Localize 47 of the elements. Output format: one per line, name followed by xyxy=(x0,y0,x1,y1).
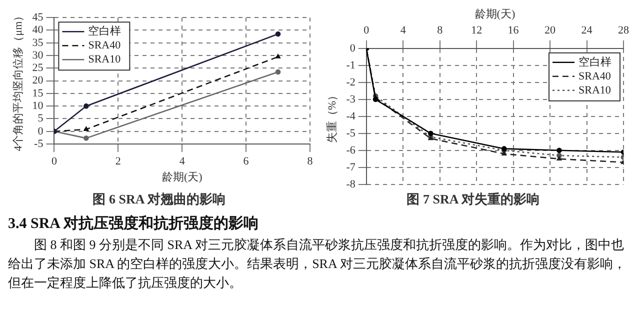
x-tick-label: 8 xyxy=(307,155,314,168)
x-tick-label: 4 xyxy=(400,24,406,37)
legend-label: SRA40 xyxy=(88,39,122,52)
y-tick-label: 0 xyxy=(350,42,356,54)
y-tick-label: 10 xyxy=(32,100,44,112)
x-tick-label: 4 xyxy=(179,155,186,168)
text: 图 6 SRA 对翘曲的影响 xyxy=(92,192,226,207)
y-tick-label: 5 xyxy=(38,112,44,125)
legend-label: 空白样 xyxy=(578,55,612,68)
y-tick-label: -3 xyxy=(346,93,356,106)
x-tick-label: 0 xyxy=(51,155,58,168)
y-tick-label: -7 xyxy=(346,161,356,174)
x-tick-label: 28 xyxy=(618,24,630,37)
y-tick-label: -1 xyxy=(346,59,356,72)
y-axis-title: 失重（%） xyxy=(325,90,338,143)
caption: 图 8 和图 9 分别是不同 SRA 对三元胶凝体系自流平砂浆抗压强度和抗折强度的影响。作为对比，图中也给出了未添加 SRA 的空白样的强度大小。结果表明，SRA 对三元胶凝体系自流平砂浆的抗折强度没有影响，但在一定程度上降低了抗压强度的大小。 xyxy=(8,236,627,292)
x-tick-label: 16 xyxy=(508,24,520,37)
x-tick-label: 0 xyxy=(364,24,370,37)
y-axis-title: 4个角的平均竖向位移（μm） xyxy=(12,10,24,152)
x-tick-label: 12 xyxy=(471,24,482,37)
y-tick-label: -6 xyxy=(346,144,356,156)
y-tick-label: -4 xyxy=(346,110,356,122)
text: 图 7 SRA 对失重的影响 xyxy=(406,192,540,207)
legend-label: 空白样 xyxy=(88,24,122,38)
legend-label: SRA40 xyxy=(578,70,612,82)
x-axis-title: 龄期(天) xyxy=(162,172,203,184)
x-axis-title: 龄期(天) xyxy=(474,8,516,20)
y-tick-label: -5 xyxy=(346,127,356,140)
x-tick-label: 20 xyxy=(544,24,556,37)
y-tick-label: 45 xyxy=(32,11,44,24)
legend-label: SRA10 xyxy=(578,84,612,96)
x-tick-label: 2 xyxy=(115,155,121,168)
y-tick-label: 35 xyxy=(32,36,44,49)
legend-label: SRA10 xyxy=(88,53,122,66)
y-tick-label: -2 xyxy=(346,76,356,88)
x-tick-label: 24 xyxy=(581,24,593,37)
y-tick-label: 40 xyxy=(32,24,44,36)
y-tick-label: -5 xyxy=(34,138,44,150)
y-tick-label: 25 xyxy=(32,62,44,74)
y-tick-label: 30 xyxy=(32,49,44,62)
text: 3.4 SRA 对抗压强度和抗折强度的影响 xyxy=(8,214,260,233)
x-tick-label: 8 xyxy=(437,24,444,37)
x-tick-label: 6 xyxy=(243,155,250,168)
y-tick-label: 15 xyxy=(32,87,44,100)
y-tick-label: -8 xyxy=(346,178,356,190)
y-tick-label: 20 xyxy=(32,74,44,87)
y-tick-label: 0 xyxy=(38,125,44,138)
